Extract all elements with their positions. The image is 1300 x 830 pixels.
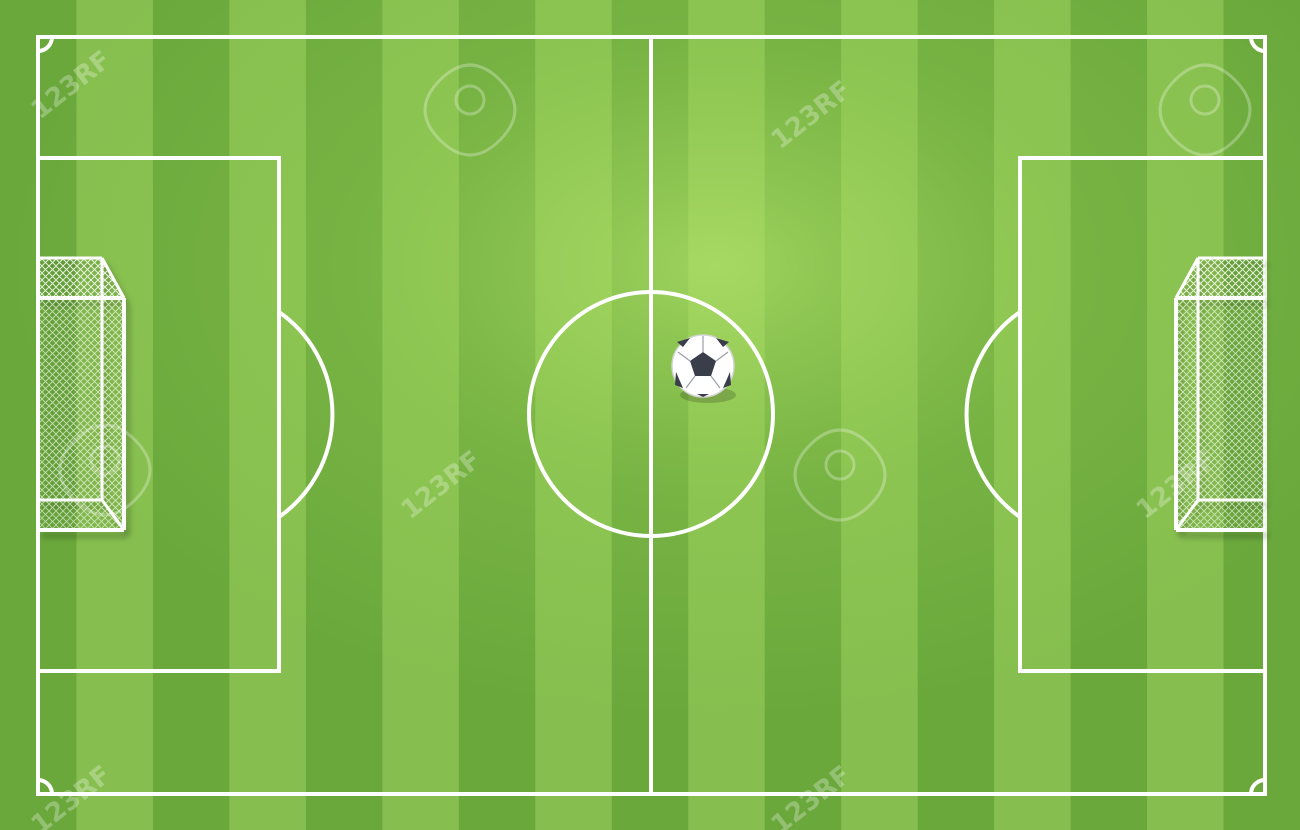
- watermark-logo-icon: [423, 63, 517, 157]
- left-goal: [38, 256, 126, 532]
- watermark-logo-icon: [793, 428, 887, 522]
- corner-arc-bottom-right: [1249, 778, 1266, 795]
- right-goal: [1174, 256, 1265, 532]
- center-circle: [527, 290, 775, 538]
- watermark-logo-icon: [58, 423, 152, 517]
- corner-arc-top-right: [1249, 36, 1266, 53]
- left-penalty-arc: [277, 310, 335, 519]
- soccer-ball-icon: [671, 334, 736, 403]
- right-penalty-arc: [964, 310, 1022, 519]
- corner-arc-bottom-left: [37, 778, 54, 795]
- watermark-logo-icon: [1158, 63, 1252, 157]
- corner-arc-top-left: [37, 36, 54, 53]
